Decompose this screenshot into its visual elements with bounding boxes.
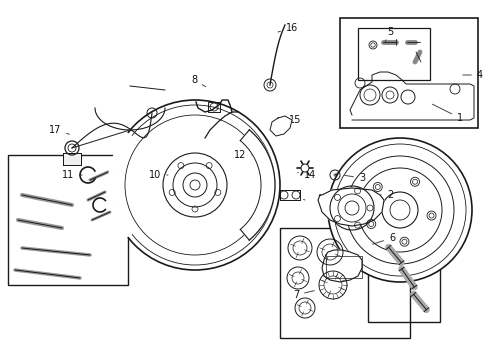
Text: 11: 11 bbox=[62, 170, 82, 180]
Text: 5: 5 bbox=[384, 27, 392, 42]
Circle shape bbox=[327, 138, 471, 282]
Bar bbox=[280, 228, 409, 338]
Bar bbox=[339, 18, 477, 128]
Bar bbox=[367, 232, 439, 322]
Text: 9: 9 bbox=[340, 260, 360, 270]
Polygon shape bbox=[321, 250, 361, 282]
Polygon shape bbox=[269, 116, 291, 136]
Text: 7: 7 bbox=[292, 290, 314, 300]
Bar bbox=[325, 256, 361, 278]
Text: 4: 4 bbox=[462, 70, 482, 80]
Circle shape bbox=[110, 100, 280, 270]
Text: 15: 15 bbox=[282, 115, 301, 126]
Bar bbox=[207, 102, 220, 112]
Text: 13: 13 bbox=[285, 190, 305, 200]
Text: 17: 17 bbox=[49, 125, 69, 135]
Text: 2: 2 bbox=[367, 190, 392, 200]
Bar bbox=[357, 28, 429, 80]
Text: 16: 16 bbox=[278, 23, 298, 33]
Text: 8: 8 bbox=[190, 75, 205, 87]
Bar bbox=[8, 155, 128, 285]
Text: 14: 14 bbox=[297, 170, 315, 180]
Text: 12: 12 bbox=[233, 150, 252, 160]
Bar bbox=[63, 153, 81, 165]
Bar bbox=[280, 190, 299, 200]
Polygon shape bbox=[317, 188, 383, 226]
Bar bbox=[280, 190, 299, 200]
Polygon shape bbox=[349, 72, 473, 120]
Text: 1: 1 bbox=[431, 104, 462, 123]
Polygon shape bbox=[240, 130, 274, 240]
Text: 3: 3 bbox=[344, 173, 365, 183]
Text: 6: 6 bbox=[372, 233, 394, 244]
Text: 10: 10 bbox=[148, 170, 168, 180]
Bar bbox=[63, 153, 81, 165]
Circle shape bbox=[301, 164, 308, 172]
